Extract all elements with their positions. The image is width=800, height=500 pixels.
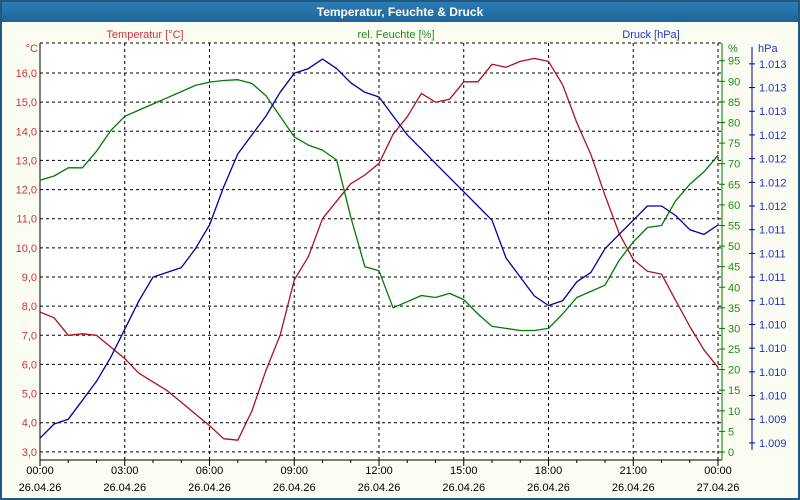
temperature-tick-label: 9,0: [22, 272, 37, 284]
temperature-tick-label: 12,0: [16, 185, 37, 197]
pressure-tick-label: 1.011: [759, 272, 786, 284]
temperature-tick-label: 14,0: [16, 126, 37, 138]
series-layer: [39, 57, 719, 441]
plot-area: [40, 43, 718, 460]
pressure-tick-label: 1.009: [759, 414, 787, 426]
x-tick-time: 00:00: [704, 465, 732, 477]
x-tick-time: 12:00: [365, 465, 393, 477]
pressure-tick-label: 1.010: [759, 319, 787, 331]
temperature-tick-label: 5,0: [22, 389, 37, 401]
x-tick-time: 06:00: [196, 465, 224, 477]
x-tick-time: 00:00: [26, 465, 54, 477]
pressure-tick-label: 1.012: [759, 177, 787, 189]
window-title: Temperatur, Feuchte & Druck: [316, 5, 484, 19]
temperature-tick-label: 8,0: [22, 301, 37, 313]
x-axis: 00:00 26.04.26 03:00 26.04.26 06:00 26.04.26 0…: [19, 43, 740, 494]
x-tick-time: 21:00: [619, 465, 647, 477]
x-tick-time: 18:00: [535, 465, 563, 477]
humidity-tick-label: 90: [728, 76, 740, 88]
humidity-tick-label: 25: [728, 344, 740, 356]
humidity-tick-label: 80: [728, 117, 740, 129]
series-curve-pressure: [39, 58, 719, 439]
pressure-tick-label: 1.011: [759, 248, 786, 260]
humidity-tick-label: 10: [728, 406, 740, 418]
pressure-tick-label: 1.011: [759, 296, 786, 308]
pressure-tick-label: 1.010: [759, 343, 787, 355]
humidity-tick-label: 70: [728, 159, 740, 171]
humidity-tick-label: 15: [728, 385, 740, 397]
pressure-axis-unit: hPa: [758, 43, 778, 55]
pressure-tick-label: 1.012: [759, 130, 787, 142]
temperature-axis-unit: °C: [26, 43, 38, 55]
legend-humidity-label: rel. Feuchte [%]: [357, 29, 434, 41]
pressure-tick-label: 1.012: [759, 201, 787, 213]
humidity-tick-label: 30: [728, 323, 740, 335]
temperature-tick-label: 7,0: [22, 330, 37, 342]
humidity-tick-label: 65: [728, 179, 740, 191]
temperature-tick-label: 4,0: [22, 418, 37, 430]
humidity-tick-label: 45: [728, 262, 740, 274]
humidity-tick-label: 55: [728, 220, 740, 232]
pressure-tick-label: 1.013: [759, 106, 787, 118]
pressure-tick-label: 1.010: [759, 367, 787, 379]
humidity-tick-label: 85: [728, 97, 740, 109]
temperature-tick-label: 3,0: [22, 447, 37, 459]
x-tick-time: 03:00: [111, 465, 139, 477]
legend-temperature-label: Temperatur [°C]: [106, 29, 183, 41]
humidity-tick-label: 75: [728, 138, 740, 150]
x-tick-date: 27.04.26: [697, 482, 740, 494]
humidity-tick-label: 5: [728, 426, 734, 438]
x-tick-date: 26.04.26: [442, 482, 485, 494]
pressure-axis: 1.013 1.013 1.013 1.012 1.012 1.012 1.012 1.011…: [749, 47, 787, 450]
x-tick-date: 26.04.26: [188, 482, 231, 494]
humidity-tick-label: 20: [728, 365, 740, 377]
weather-chart: Temperatur [°C] rel. Feuchte [%] Druck […: [16, 29, 787, 494]
temperature-tick-label: 11,0: [16, 214, 37, 226]
humidity-tick-label: 35: [728, 303, 740, 315]
humidity-tick-label: 0: [728, 447, 734, 459]
temperature-tick-label: 16,0: [16, 68, 37, 80]
pressure-tick-label: 1.009: [759, 438, 787, 450]
humidity-axis-unit: %: [728, 43, 738, 55]
humidity-tick-label: 50: [728, 241, 740, 253]
x-tick-time: 09:00: [280, 465, 308, 477]
temperature-tick-label: 6,0: [22, 359, 37, 371]
pressure-tick-label: 1.013: [759, 59, 787, 71]
x-tick-date: 26.04.26: [358, 482, 401, 494]
pressure-tick-label: 1.013: [759, 83, 787, 95]
x-tick-time: 15:00: [450, 465, 478, 477]
temperature-tick-label: 15,0: [16, 97, 37, 109]
pressure-tick-label: 1.012: [759, 154, 787, 166]
legend-pressure-label: Druck [hPa]: [622, 29, 679, 41]
x-tick-date: 26.04.26: [19, 482, 62, 494]
x-tick-date: 26.04.26: [273, 482, 316, 494]
temperature-tick-label: 10,0: [16, 243, 37, 255]
x-tick-date: 26.04.26: [103, 482, 146, 494]
x-tick-date: 26.04.26: [612, 482, 655, 494]
humidity-tick-label: 60: [728, 200, 740, 212]
series-curve-humidity: [39, 79, 719, 332]
pressure-tick-label: 1.010: [759, 391, 787, 403]
humidity-tick-label: 95: [728, 56, 740, 68]
humidity-tick-label: 40: [728, 282, 740, 294]
series-curve-temperature: [39, 57, 719, 441]
temperature-axis: 16,0 15,0 14,0 13,0 12,0 11,0 10,0 9,0 8,0 7,0 6,0…: [16, 68, 37, 459]
temperature-tick-label: 13,0: [16, 155, 37, 167]
title-bar[interactable]: Temperatur, Feuchte & Druck: [2, 2, 798, 22]
pressure-tick-label: 1.011: [759, 225, 786, 237]
x-tick-date: 26.04.26: [527, 482, 570, 494]
